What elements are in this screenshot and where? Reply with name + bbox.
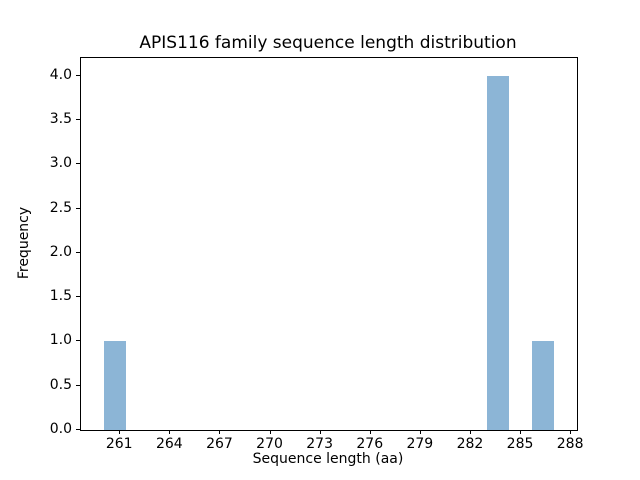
y-tick-mark	[76, 251, 80, 253]
y-tick-mark	[76, 74, 80, 76]
y-tick-label: 0.0	[49, 421, 72, 437]
x-tick-mark	[169, 430, 171, 434]
histogram-bar	[103, 341, 127, 430]
x-tick-label: 276	[356, 436, 384, 452]
y-tick-mark	[76, 207, 80, 209]
y-tick-mark	[76, 119, 80, 120]
plot-area	[80, 57, 578, 431]
histogram-bar	[486, 75, 510, 430]
y-tick-mark	[76, 163, 80, 165]
y-tick-mark	[76, 384, 80, 386]
y-tick-mark	[76, 340, 80, 342]
x-tick-mark	[219, 430, 221, 434]
x-tick-mark	[319, 430, 321, 434]
y-tick-label: 2.0	[49, 243, 72, 260]
x-tick-label: 267	[206, 436, 233, 452]
x-tick-mark	[570, 430, 572, 434]
x-tick-mark	[419, 430, 421, 434]
y-tick-label: 1.0	[49, 332, 72, 349]
x-tick-label: 282	[456, 436, 484, 452]
x-axis-label: Sequence length (aa)	[252, 451, 404, 467]
x-tick-mark	[469, 430, 471, 434]
y-axis-label: Frequency	[16, 206, 32, 280]
x-tick-label: 279	[406, 436, 434, 452]
y-tick-label: 3.0	[49, 155, 72, 172]
x-tick-mark	[520, 430, 522, 434]
y-tick-mark	[76, 296, 80, 298]
x-tick-label: 264	[155, 436, 183, 452]
x-tick-mark	[369, 430, 371, 434]
chart-title: APIS116 family sequence length distribut…	[139, 33, 517, 53]
y-tick-label: 4.0	[49, 66, 72, 83]
y-tick-mark	[76, 429, 80, 430]
y-tick-label: 3.5	[49, 111, 72, 127]
x-tick-mark	[119, 430, 121, 434]
y-tick-label: 1.5	[49, 288, 72, 305]
y-tick-label: 2.5	[49, 199, 72, 216]
y-tick-label: 0.5	[49, 376, 72, 393]
x-tick-mark	[269, 430, 271, 434]
x-tick-label: 270	[256, 436, 283, 452]
x-tick-label: 285	[506, 436, 534, 452]
x-tick-label: 261	[105, 436, 133, 452]
histogram-bar	[531, 341, 555, 430]
x-tick-label: 288	[556, 436, 584, 452]
x-tick-label: 273	[306, 436, 334, 452]
